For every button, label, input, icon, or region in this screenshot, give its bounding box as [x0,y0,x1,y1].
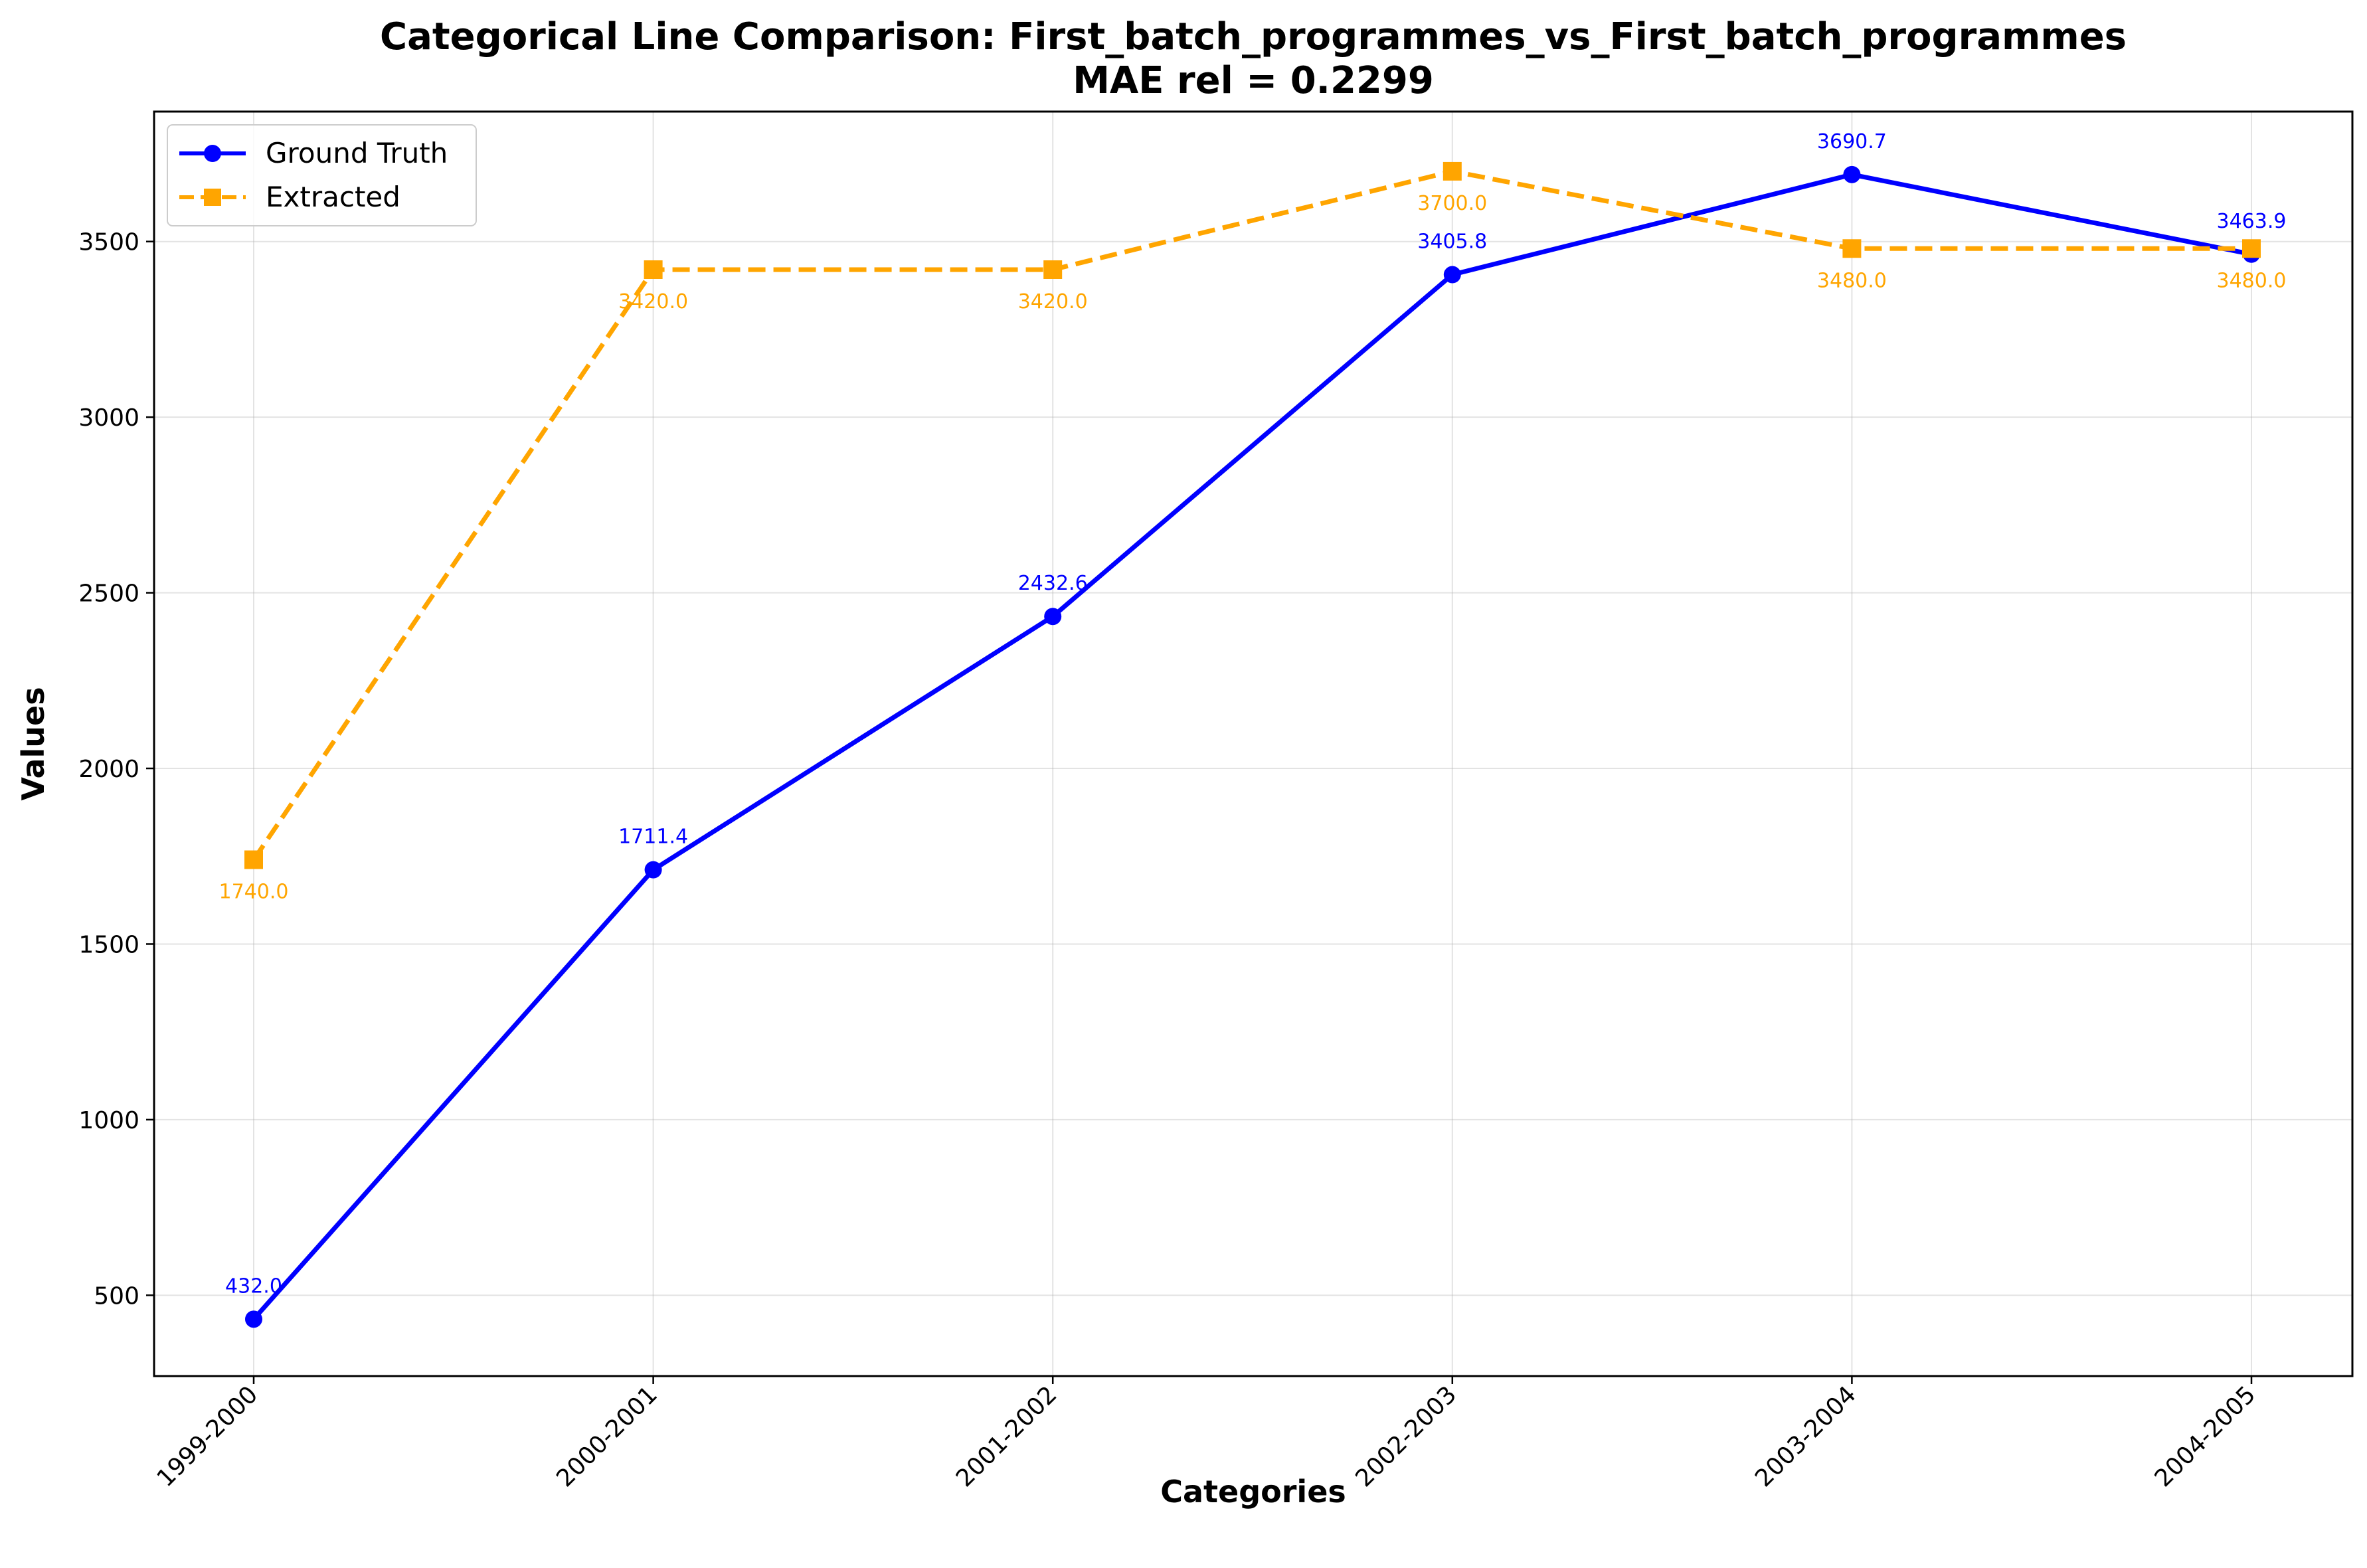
data-label-extracted: 3480.0 [2217,269,2287,292]
legend-marker-ground-truth [204,145,221,162]
grid-lines [154,112,2352,1376]
data-point-ground-truth [644,861,662,879]
chart-title: Categorical Line Comparison: First_batch… [380,15,2127,58]
data-label-extracted: 3480.0 [1817,269,1887,292]
data-label-ground-truth: 3690.7 [1817,130,1887,153]
data-point-extracted [244,850,263,869]
legend-label-ground-truth: Ground Truth [266,137,448,169]
data-point-ground-truth [245,1310,262,1328]
data-label-ground-truth: 2432.6 [1018,572,1088,595]
data-point-extracted [1443,161,1462,181]
data-point-extracted [1043,260,1063,279]
legend-box [167,124,477,226]
y-axis-label: Values [15,687,51,800]
data-label-extracted: 3700.0 [1417,192,1487,215]
data-label-extracted: 3420.0 [1018,290,1088,313]
data-point-ground-truth [1044,608,1062,626]
y-tick-label: 1500 [78,931,139,958]
y-tick-label: 500 [94,1282,139,1310]
data-label-ground-truth: 432.0 [225,1274,282,1298]
x-axis-label: Categories [1160,1474,1346,1510]
series-layer [244,161,2261,1328]
data-point-extracted [644,260,663,279]
series-line-ground-truth [252,172,2252,1321]
data-point-extracted [2242,239,2261,258]
data-label-extracted: 3420.0 [618,290,688,313]
data-label-extracted: 1740.0 [219,881,289,904]
plot-frame [153,110,2354,1377]
chart-subtitle: MAE rel = 0.2299 [1073,59,1434,102]
series-line-extracted [252,169,2251,861]
legend: Ground Truth Extracted [167,124,477,226]
data-point-ground-truth [1843,165,1861,183]
y-tick-label: 2500 [78,580,139,608]
data-label-ground-truth: 3463.9 [2217,210,2287,233]
y-tick-label: 1000 [78,1107,139,1134]
y-tick-label: 3500 [78,229,139,256]
data-labels: 432.0 1711.4 2432.6 3405.8 3690.7 3463.9 1740.… [219,130,2287,1298]
y-tick-label: 2000 [78,756,139,783]
data-label-ground-truth: 1711.4 [618,826,688,849]
data-point-extracted [1842,239,1862,258]
y-axis-ticks: 500 1000 1500 2000 2500 3000 3500 [78,229,154,1310]
data-label-ground-truth: 3405.8 [1417,230,1487,254]
legend-label-extracted: Extracted [266,181,400,213]
legend-marker-extracted [204,189,221,206]
y-tick-label: 3000 [78,404,139,432]
data-point-ground-truth [1443,266,1461,284]
